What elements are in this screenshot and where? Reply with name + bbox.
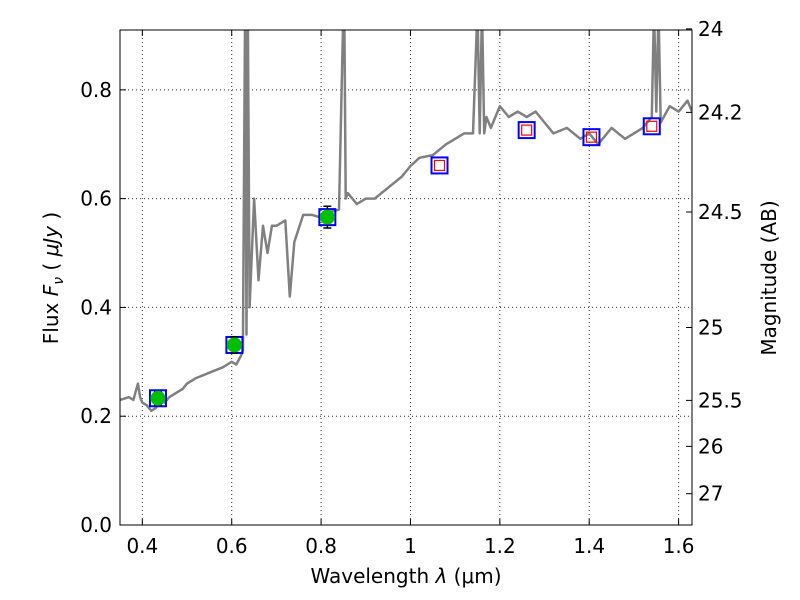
model-flux-marker: [430, 156, 449, 175]
right-tick-label: 24.5: [698, 200, 743, 224]
right-axis-label: Magnitude (AB): [757, 200, 781, 355]
x-tick-label: 1.6: [663, 534, 695, 558]
observed-flux-point: [226, 337, 242, 353]
x-axis-label-unit: (μm): [447, 564, 501, 588]
x-tick-label: 0.6: [216, 534, 248, 558]
x-tick-label: 1.2: [484, 534, 516, 558]
y-axis-label: Flux Fν ( μJy ): [39, 212, 67, 344]
observed-flux-point: [319, 209, 335, 225]
right-tick-label: 27: [698, 482, 723, 506]
x-axis-label-lambda: λ: [434, 564, 447, 588]
upper-limit-marker: [646, 120, 658, 132]
plot-area: [120, 30, 692, 413]
x-tick-label: 1.4: [573, 534, 605, 558]
x-tick-label: 1: [404, 534, 417, 558]
model-flux-marker: [517, 121, 536, 140]
right-tick-label: 24: [698, 17, 723, 41]
observed-flux-point: [150, 390, 166, 406]
upper-limit-marker: [521, 124, 533, 136]
right-tick-label: 26: [698, 434, 723, 458]
y-axis-label-unit: μJy: [39, 225, 63, 258]
x-tick-label: 0.8: [305, 534, 337, 558]
model-flux-marker: [582, 128, 601, 147]
y-axis-label-unit-close: ): [39, 212, 63, 226]
y-axis-label-symbol: F: [39, 284, 63, 296]
y-tick-label: 0.8: [80, 78, 112, 102]
y-tick-label: 0.4: [80, 295, 112, 319]
grid-lines: [120, 30, 692, 526]
y-axis-label-prefix: Flux: [39, 296, 63, 344]
x-axis-label-prefix: Wavelength: [310, 564, 435, 588]
model-flux-marker: [642, 117, 661, 136]
y-tick-label: 0.0: [80, 513, 112, 537]
model-flux-marker: [148, 389, 167, 408]
x-tick-label: 0.4: [126, 534, 158, 558]
plot-frame: [119, 29, 693, 526]
y-tick-label: 0.2: [80, 404, 112, 428]
y-axis-label-subscript: ν: [51, 277, 67, 285]
right-tick-label: 25: [698, 316, 723, 340]
x-axis-label: Wavelength λ (μm): [310, 564, 501, 588]
right-tick-label: 24.2: [698, 100, 743, 124]
axes-ticks: 0.4 0.6 0.8 1 1.2 1.4 1.6 0.0 0.2 0.4 0.6 0.8 24 24.2…: [80, 17, 742, 558]
y-tick-label: 0.6: [80, 187, 112, 211]
spectrum-line: [120, 30, 692, 413]
y-axis-label-unit-open: (: [39, 256, 63, 277]
upper-limit-marker: [585, 131, 598, 143]
upper-limit-marker: [433, 159, 446, 172]
right-tick-label: 25.5: [698, 388, 743, 412]
